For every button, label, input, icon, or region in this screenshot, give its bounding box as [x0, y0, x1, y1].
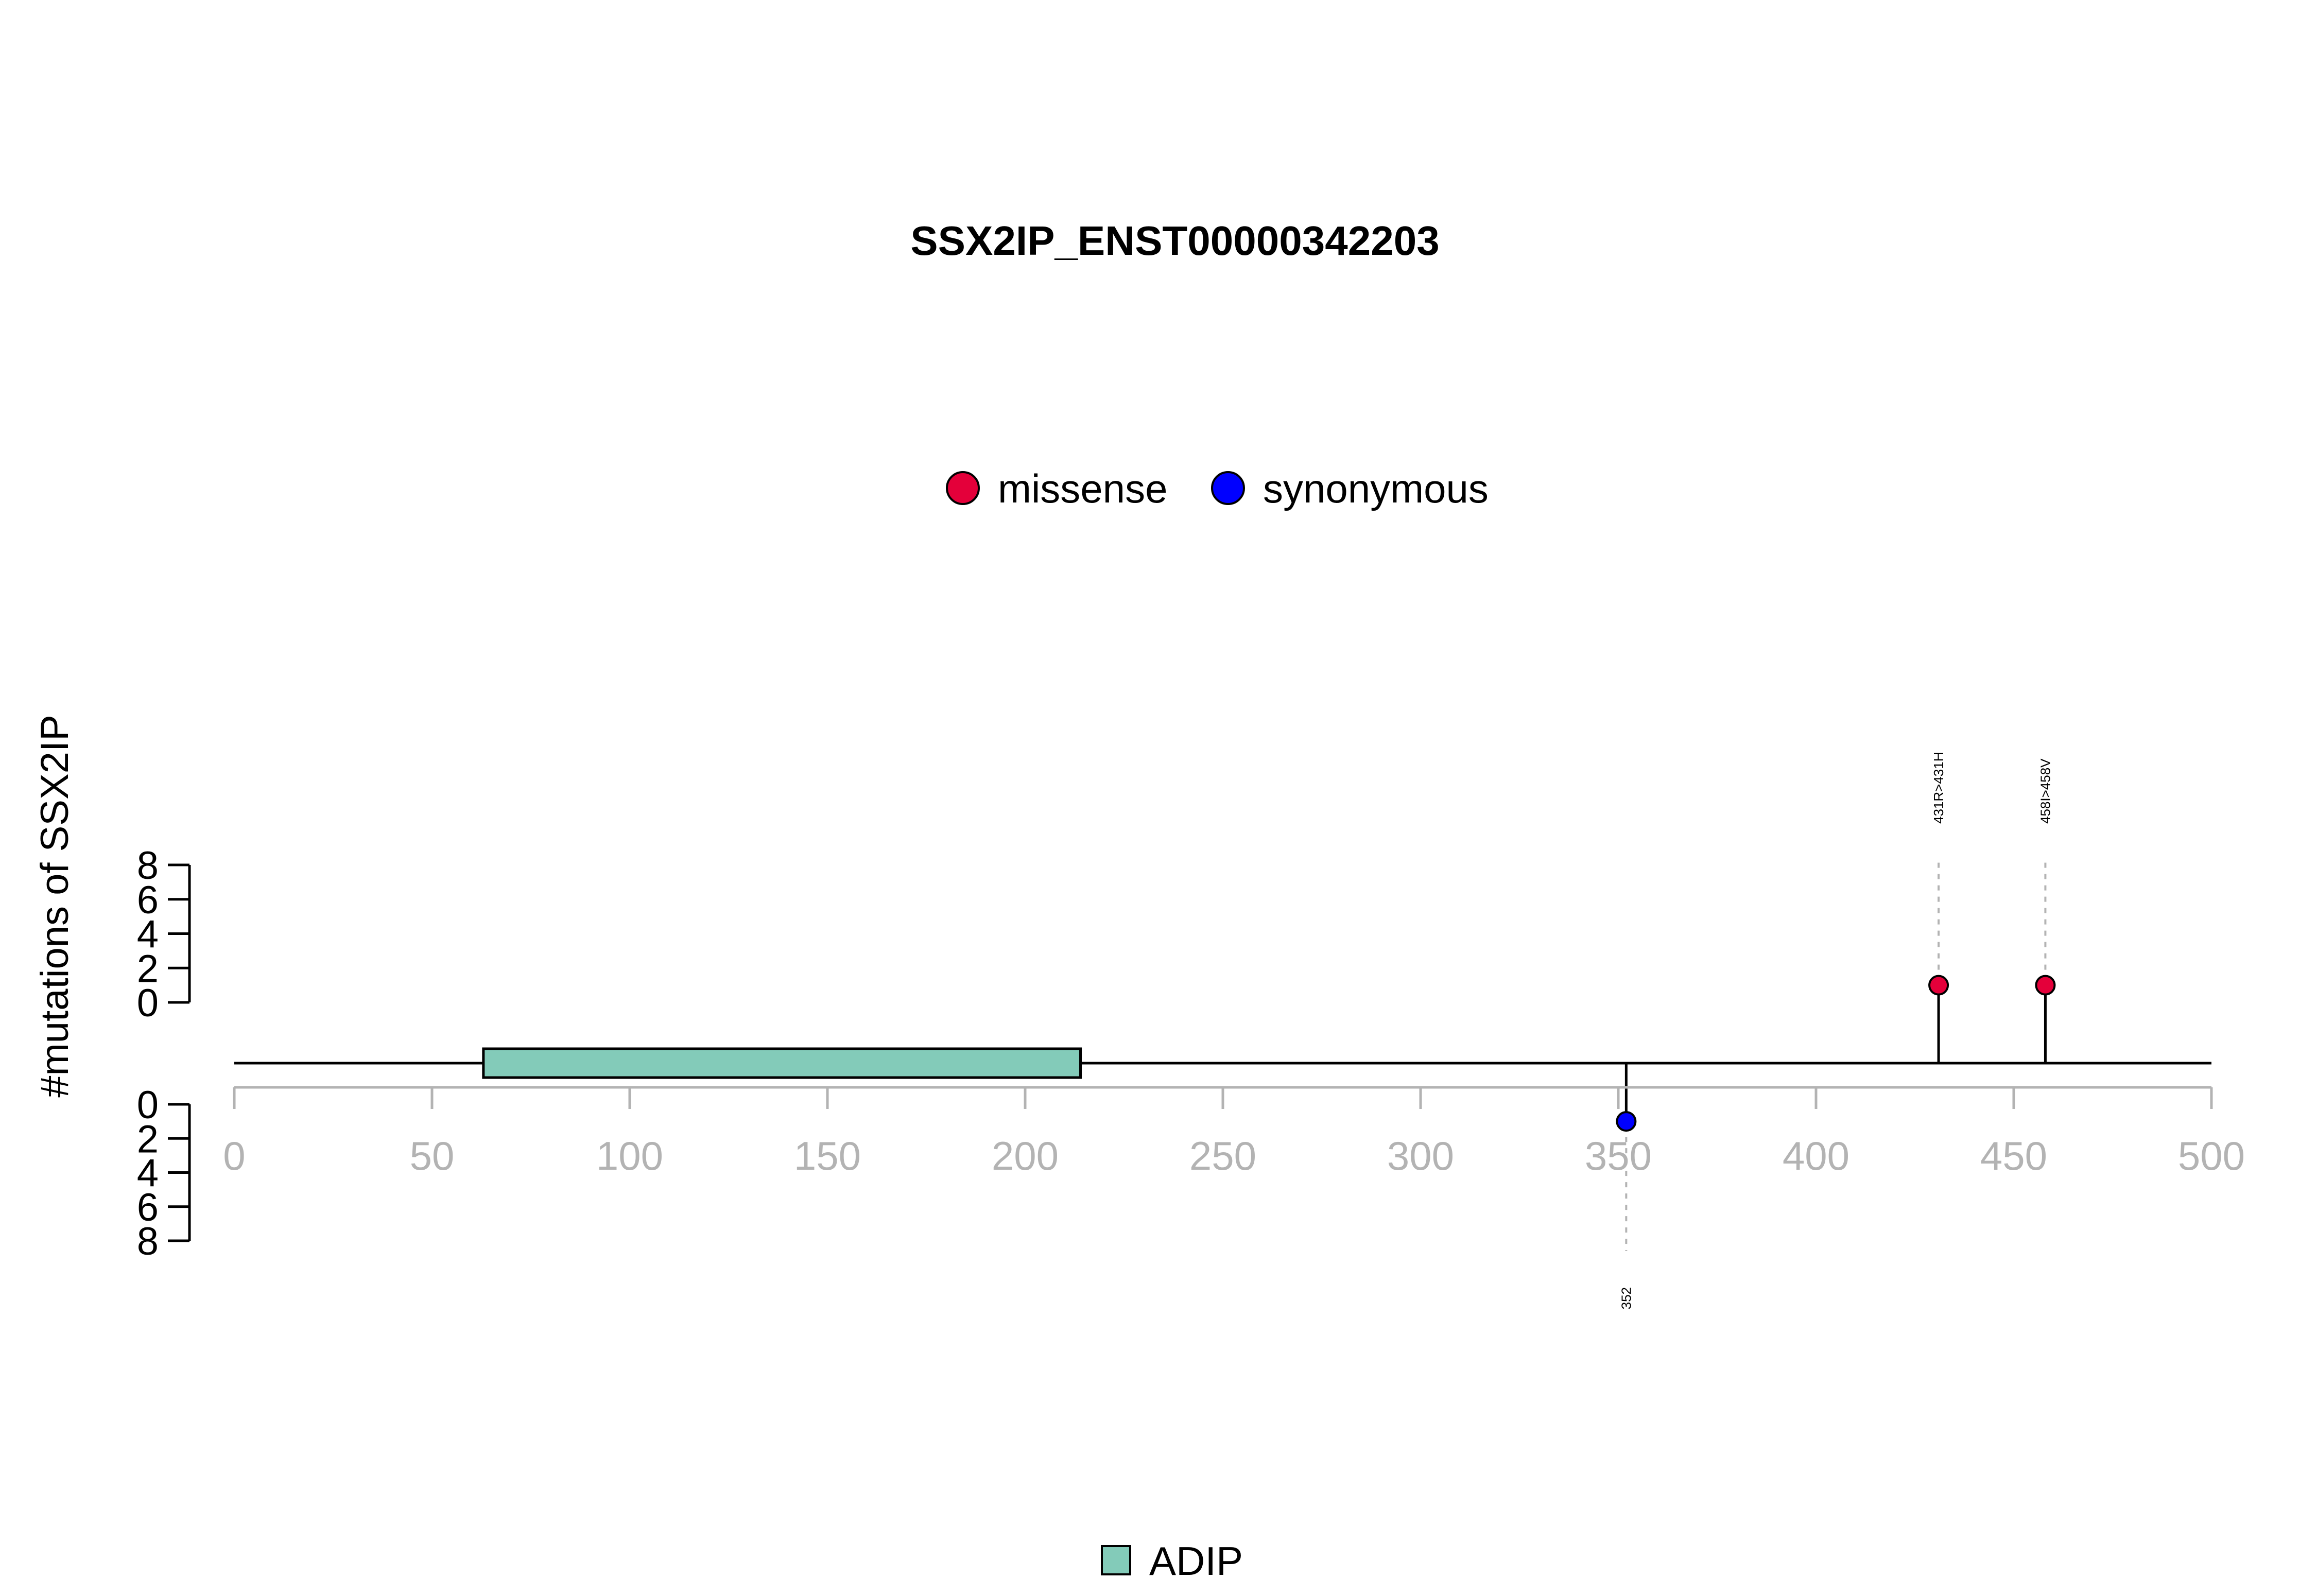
x-tick-label: 150 — [794, 1133, 861, 1178]
legend-marker-synonymous — [1211, 471, 1245, 505]
domain-legend-label-ADIP: ADIP — [1149, 1538, 1243, 1584]
mutation-label: 431R>431H — [1931, 752, 1946, 824]
lower-y-tick-label: 4 — [137, 1152, 159, 1195]
lower-y-tick-label: 0 — [137, 1083, 159, 1127]
x-axis: 0 50 100 150 200 250 300 350 400 450 500 — [223, 1086, 2245, 1178]
lollipop-head-missense — [2035, 975, 2056, 996]
mutation-type-legend: missense synonymous — [946, 466, 1489, 511]
lollipop-marks: 431R>431H 458I>458V 352 — [1616, 752, 2056, 1309]
lollipop-head-missense — [1928, 975, 1949, 996]
x-tick-label: 0 — [223, 1133, 245, 1178]
upper-y-tick-label: 2 — [137, 947, 159, 991]
legend-marker-missense — [946, 471, 980, 505]
upper-y-tick-label: 0 — [137, 981, 159, 1025]
upper-y-tick-label: 4 — [137, 913, 159, 957]
legend-label-missense: missense — [998, 466, 1167, 511]
x-tick-label: 350 — [1585, 1133, 1652, 1178]
x-tick-label: 450 — [1980, 1133, 2047, 1178]
x-tick-label: 300 — [1387, 1133, 1454, 1178]
lower-y-tick-label: 8 — [137, 1220, 159, 1263]
domain-boxes — [482, 1047, 1082, 1079]
x-tick-label: 100 — [596, 1133, 663, 1178]
x-tick-label: 200 — [992, 1133, 1059, 1178]
domain-legend-swatch-ADIP — [1101, 1545, 1131, 1575]
x-tick-label: 250 — [1189, 1133, 1256, 1178]
lower-y-tick-label: 6 — [137, 1186, 159, 1229]
domain-box-ADIP — [482, 1047, 1082, 1079]
mutation-label: 458I>458V — [2037, 758, 2053, 824]
chart-title: SSX2IP_ENST00000342203 — [910, 218, 1439, 264]
legend-label-synonymous: synonymous — [1263, 466, 1489, 511]
x-tick-label: 500 — [2178, 1133, 2245, 1178]
x-tick-label: 50 — [410, 1133, 455, 1178]
lollipop-head-synonymous — [1616, 1111, 1637, 1132]
upper-y-tick-label: 8 — [137, 844, 159, 888]
x-tick-label: 400 — [1783, 1133, 1849, 1178]
mutation-label: 352 — [1618, 1287, 1634, 1309]
domain-legend: ADIP — [1101, 1538, 1243, 1584]
upper-y-tick-label: 6 — [137, 878, 159, 922]
lower-y-tick-label: 2 — [137, 1117, 159, 1161]
y-axis-label: #mutations of SSX2IP — [33, 715, 77, 1098]
